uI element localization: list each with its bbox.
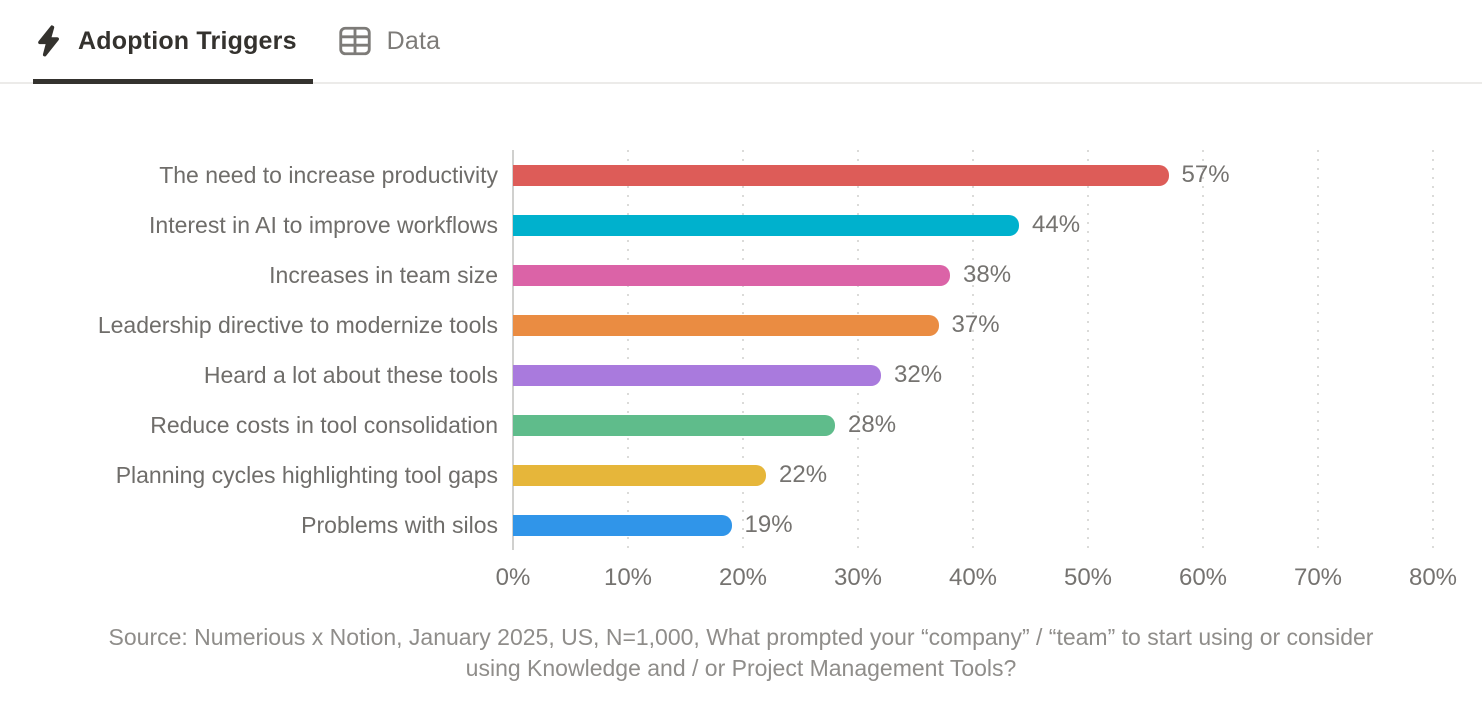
source-note: Source: Numerious x Notion, January 2025…	[108, 624, 1374, 681]
bar-row: Problems with silos 19%	[0, 500, 1482, 550]
table-icon	[337, 23, 373, 59]
bar	[513, 314, 939, 336]
bar-track: 37%	[513, 311, 1433, 339]
bar-row: The need to increase productivity 57%	[0, 150, 1482, 200]
tab-label: Data	[386, 26, 441, 55]
y-axis-line	[512, 150, 514, 550]
bar	[513, 364, 881, 386]
value-label: 44%	[1032, 211, 1081, 238]
bar-track: 38%	[513, 261, 1433, 289]
bar-track: 22%	[513, 461, 1433, 489]
x-tick-label: 10%	[603, 564, 653, 591]
value-label: 38%	[963, 261, 1012, 288]
x-tick-label: 80%	[1408, 564, 1458, 591]
x-tick-label: 0%	[495, 564, 531, 591]
gridline	[1432, 150, 1434, 550]
category-label: Heard a lot about these tools	[203, 361, 498, 388]
x-tick-label: 40%	[948, 564, 998, 591]
category-label: Leadership directive to modernize tools	[97, 311, 498, 338]
bar-row: Leadership directive to modernize tools 3…	[0, 300, 1482, 350]
x-tick-label: 60%	[1178, 564, 1228, 591]
gridline	[627, 150, 629, 550]
x-tick-label: 20%	[718, 564, 768, 591]
bar	[513, 414, 835, 436]
bar-track: 44%	[513, 211, 1433, 239]
bar	[513, 264, 950, 286]
value-label: 37%	[951, 311, 1000, 338]
lightning-icon	[33, 24, 64, 58]
bar-row: Planning cycles highlighting tool gaps 22…	[0, 450, 1482, 500]
value-label: 57%	[1181, 161, 1230, 188]
bar-row: Heard a lot about these tools 32%	[0, 350, 1482, 400]
gridline	[972, 150, 974, 550]
bar-row: Reduce costs in tool consolidation 28%	[0, 400, 1482, 450]
gridline	[1317, 150, 1319, 550]
value-label: 28%	[848, 411, 897, 438]
bar	[513, 464, 766, 486]
category-label: Interest in AI to improve workflows	[149, 211, 498, 238]
gridline	[742, 150, 744, 550]
bar-chart: The need to increase productivity 57% Inte…	[0, 150, 1482, 550]
chart-rows: The need to increase productivity 57% Inte…	[0, 150, 1482, 550]
x-tick-label: 70%	[1293, 564, 1343, 591]
bar-row: Interest in AI to improve workflows 44%	[0, 200, 1482, 250]
bar-track: 28%	[513, 411, 1433, 439]
x-axis-tick-labels: 0% 10% 20% 30% 40% 50% 60% 70% 80%	[496, 550, 1457, 591]
category-label: Problems with silos	[301, 511, 498, 538]
tab-bar: Adoption Triggers Data	[0, 0, 1482, 84]
bar-track: 19%	[513, 511, 1433, 539]
gridline	[1087, 150, 1089, 550]
chart-gridlines	[512, 150, 1434, 550]
category-label: Planning cycles highlighting tool gaps	[115, 461, 498, 488]
category-label: Increases in team size	[269, 261, 498, 288]
tab-label: Adoption Triggers	[78, 26, 297, 55]
tab-adoption-triggers[interactable]: Adoption Triggers	[33, 0, 313, 84]
value-label: 32%	[894, 361, 943, 388]
gridline	[857, 150, 859, 550]
x-tick-label: 30%	[833, 564, 883, 591]
x-tick-label: 50%	[1063, 564, 1113, 591]
bar	[513, 514, 732, 536]
bar-track: 57%	[513, 161, 1433, 189]
value-label: 19%	[744, 511, 793, 538]
category-label: The need to increase productivity	[159, 161, 498, 188]
tab-data[interactable]: Data	[337, 0, 445, 82]
bar	[513, 214, 1019, 236]
bar-row: Increases in team size 38%	[0, 250, 1482, 300]
gridline	[1202, 150, 1204, 550]
value-label: 22%	[779, 461, 828, 488]
bar-track: 32%	[513, 361, 1433, 389]
bar	[513, 164, 1169, 186]
category-label: Reduce costs in tool consolidation	[150, 411, 498, 438]
